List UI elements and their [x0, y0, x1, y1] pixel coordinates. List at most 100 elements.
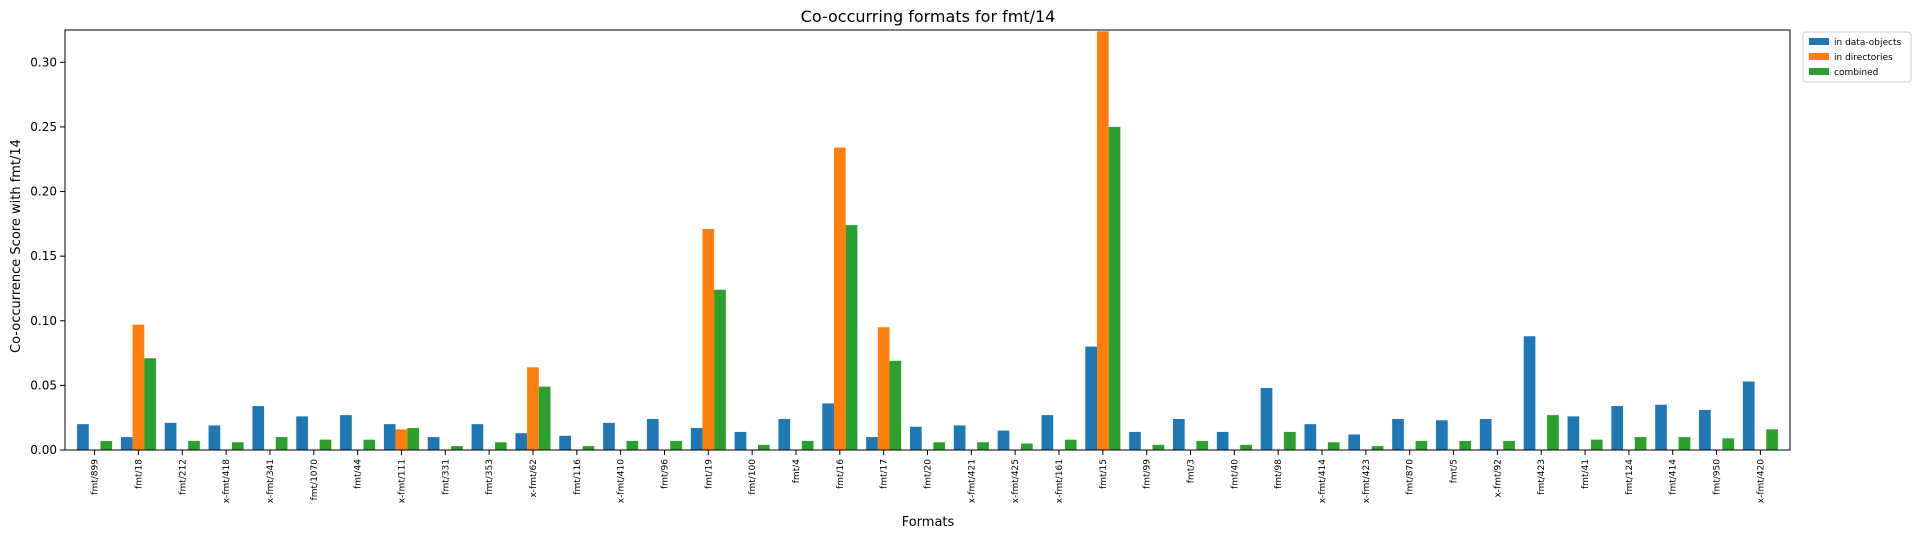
bar-fmt-950-combined — [1722, 438, 1735, 450]
bar-fmt-414-combined — [1678, 437, 1691, 450]
bar-x-fmt-414-in-data-objects — [1304, 424, 1317, 450]
x-axis-label: Formats — [902, 515, 955, 530]
bar-fmt-5-in-data-objects — [1436, 420, 1448, 450]
bar-fmt-331-combined — [451, 446, 463, 450]
bar-fmt-17-combined — [889, 360, 902, 450]
x-tick-label: fmt/353 — [485, 459, 495, 495]
bar-fmt-3-combined — [1196, 440, 1209, 450]
bar-fmt-98-combined — [1284, 431, 1296, 450]
x-tick-label: x-fmt/341 — [266, 459, 276, 503]
bar-x-fmt-111-combined — [407, 428, 419, 450]
bar-x-fmt-62-in-directories — [527, 367, 539, 450]
bar-fmt-44-in-data-objects — [340, 415, 352, 450]
legend-box — [1802, 31, 1912, 83]
legend-label: in directories — [1834, 53, 1893, 63]
bar-x-fmt-111-in-data-objects — [383, 424, 396, 450]
bar-x-fmt-341-combined — [275, 437, 288, 450]
bar-fmt-899-in-data-objects — [77, 424, 89, 450]
x-tick-label: fmt/5 — [1450, 459, 1460, 483]
bar-x-fmt-62-in-data-objects — [515, 433, 528, 450]
x-tick-label: x-fmt/62 — [529, 459, 539, 498]
bar-fmt-19-in-directories — [702, 229, 715, 450]
plot-frame — [64, 29, 1791, 451]
bar-fmt-18-combined — [144, 358, 156, 450]
bar-x-fmt-410-combined — [626, 440, 639, 450]
legend-swatch — [1809, 38, 1829, 45]
x-tick-label: fmt/4 — [792, 459, 802, 483]
bar-x-fmt-425-in-data-objects — [997, 430, 1010, 450]
bar-fmt-124-in-data-objects — [1611, 406, 1624, 450]
x-tick-label: fmt/17 — [880, 459, 890, 489]
bar-fmt-17-in-data-objects — [866, 437, 878, 450]
x-tick-label: x-fmt/161 — [1055, 459, 1065, 503]
x-tick-label: fmt/18 — [134, 459, 144, 489]
bar-x-fmt-423-combined — [1371, 446, 1384, 450]
legend: in data-objects in directories combined — [1802, 31, 1912, 83]
bar-fmt-423-in-data-objects — [1523, 336, 1536, 450]
x-tick-label: fmt/116 — [573, 459, 583, 495]
bar-x-fmt-111-in-directories — [395, 429, 408, 450]
x-tick-label: fmt/899 — [91, 459, 101, 495]
x-tick-label: fmt/331 — [441, 459, 451, 495]
bar-fmt-44-combined — [363, 439, 376, 450]
bar-fmt-41-combined — [1590, 439, 1603, 450]
bar-fmt-19-combined — [714, 289, 726, 450]
bar-x-fmt-420-combined — [1766, 429, 1778, 450]
bar-x-fmt-421-combined — [977, 442, 989, 450]
bar-x-fmt-418-in-data-objects — [208, 425, 221, 450]
x-tick-label: x-fmt/423 — [1362, 459, 1372, 503]
bar-fmt-40-in-data-objects — [1216, 431, 1229, 450]
bar-fmt-20-in-data-objects — [909, 426, 922, 450]
y-axis-label: Co-occurrence Score with fmt/14 — [9, 139, 24, 353]
x-tick-label: fmt/3 — [1187, 459, 1197, 483]
bar-fmt-870-in-data-objects — [1392, 418, 1404, 450]
bar-fmt-1070-in-data-objects — [296, 416, 308, 450]
bar-x-fmt-423-in-data-objects — [1348, 434, 1361, 450]
x-tick-label: fmt/44 — [354, 459, 364, 489]
bar-fmt-212-in-data-objects — [164, 422, 177, 450]
bar-fmt-16-combined — [845, 225, 858, 450]
bar-fmt-99-in-data-objects — [1129, 431, 1141, 450]
bar-fmt-16-in-data-objects — [822, 403, 834, 450]
bar-x-fmt-92-in-data-objects — [1479, 418, 1492, 450]
bars-group — [77, 31, 1778, 451]
x-tick-label: fmt/20 — [924, 459, 934, 489]
bar-fmt-899-combined — [100, 440, 113, 450]
bar-fmt-99-combined — [1152, 444, 1165, 450]
bar-x-fmt-161-in-data-objects — [1041, 415, 1054, 450]
x-tick-label: x-fmt/420 — [1756, 459, 1766, 504]
bar-x-fmt-420-in-data-objects — [1742, 381, 1755, 450]
bar-fmt-212-combined — [188, 440, 200, 450]
x-tick-label: fmt/19 — [704, 459, 714, 489]
chart-title: Co-occurring formats for fmt/14 — [801, 7, 1056, 26]
bar-fmt-423-combined — [1547, 415, 1559, 450]
bar-fmt-4-in-data-objects — [778, 418, 791, 450]
bar-x-fmt-425-combined — [1021, 443, 1033, 450]
bar-fmt-18-in-data-objects — [120, 437, 133, 450]
bar-fmt-19-in-data-objects — [690, 428, 703, 450]
x-tick-label: fmt/124 — [1625, 459, 1635, 495]
bar-fmt-331-in-data-objects — [427, 437, 440, 450]
bar-fmt-3-in-data-objects — [1172, 418, 1185, 450]
y-tick-label: 0.25 — [30, 120, 57, 134]
x-tick-label: fmt/414 — [1669, 459, 1679, 495]
bar-x-fmt-341-in-data-objects — [252, 406, 265, 450]
legend-swatch — [1809, 53, 1829, 60]
bar-fmt-116-in-data-objects — [559, 435, 571, 450]
x-tick-label: x-fmt/418 — [222, 459, 232, 504]
x-tick-label: fmt/950 — [1713, 459, 1723, 495]
y-tick-label: 0.20 — [30, 185, 57, 199]
x-tick-label: fmt/15 — [1099, 459, 1109, 489]
x-tick-label: fmt/40 — [1230, 459, 1240, 489]
bar-fmt-96-in-data-objects — [646, 418, 659, 450]
bar-x-fmt-418-combined — [231, 442, 244, 450]
bar-x-fmt-421-in-data-objects — [953, 425, 966, 450]
bar-fmt-5-combined — [1459, 440, 1472, 450]
x-axis: fmt/899 fmt/18 fmt/212 x-fmt/418 x-fmt/341 fm… — [91, 450, 1766, 504]
bar-fmt-950-in-data-objects — [1699, 409, 1711, 450]
y-tick-label: 0.00 — [30, 443, 57, 457]
bar-fmt-15-in-directories — [1097, 31, 1109, 450]
bar-fmt-353-combined — [494, 442, 507, 450]
y-tick-label: 0.10 — [30, 314, 57, 328]
